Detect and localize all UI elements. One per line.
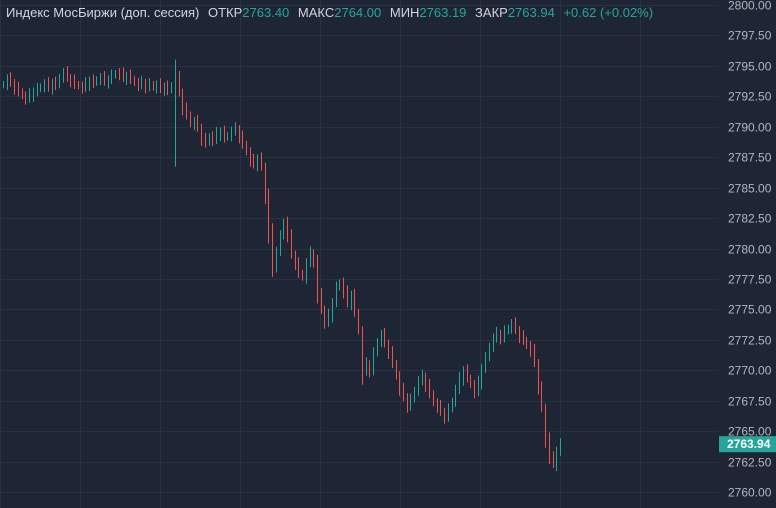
y-tick-label: 2777.50 — [728, 273, 772, 287]
open-label: ОТКР — [207, 5, 243, 20]
symbol-title[interactable]: Индекс МосБиржи (доп. сессия) — [6, 5, 200, 20]
last-price-badge: 2763.94 — [719, 436, 776, 453]
y-tick-label: 2760.00 — [728, 486, 772, 500]
chart-legend-header: Индекс МосБиржи (доп. сессия) ОТКР2763.4… — [6, 4, 653, 22]
close-label: ЗАКР — [475, 5, 508, 20]
y-tick-label: 2785.00 — [728, 182, 772, 196]
low-label: МИН — [389, 5, 420, 20]
y-tick-label: 2792.50 — [728, 90, 772, 104]
y-tick-label: 2782.50 — [728, 212, 772, 226]
open-value: 2763.40 — [242, 5, 290, 20]
last-price-label: 2763.94 — [727, 437, 771, 451]
y-tick-label: 2772.50 — [728, 334, 772, 348]
y-tick-label: 2767.50 — [728, 395, 772, 409]
close-value: 2763.94 — [507, 5, 555, 20]
change-value: +0.62 (+0.02%) — [563, 5, 654, 20]
candle-series — [3, 59, 561, 472]
y-tick-label: 2800.00 — [728, 0, 772, 13]
chart-grid — [0, 0, 719, 508]
price-axis-panel — [719, 0, 776, 508]
y-tick-label: 2787.50 — [728, 151, 772, 165]
y-tick-label: 2795.00 — [728, 60, 772, 74]
y-tick-label: 2780.00 — [728, 243, 772, 257]
low-value: 2763.19 — [419, 5, 467, 20]
y-tick-label: 2762.50 — [728, 456, 772, 470]
last-price-badge-bg — [719, 436, 776, 453]
y-tick-label: 2765.00 — [728, 425, 772, 439]
high-value: 2764.00 — [334, 5, 382, 20]
high-label: МАКС — [297, 5, 335, 20]
y-tick-label: 2775.00 — [728, 303, 772, 317]
y-tick-label: 2770.00 — [728, 364, 772, 378]
y-tick-label: 2797.50 — [728, 29, 772, 43]
price-axis[interactable]: 2800.00 2797.50 2795.00 2792.50 2790.00 2787.… — [728, 0, 772, 500]
y-tick-label: 2790.00 — [728, 121, 772, 135]
